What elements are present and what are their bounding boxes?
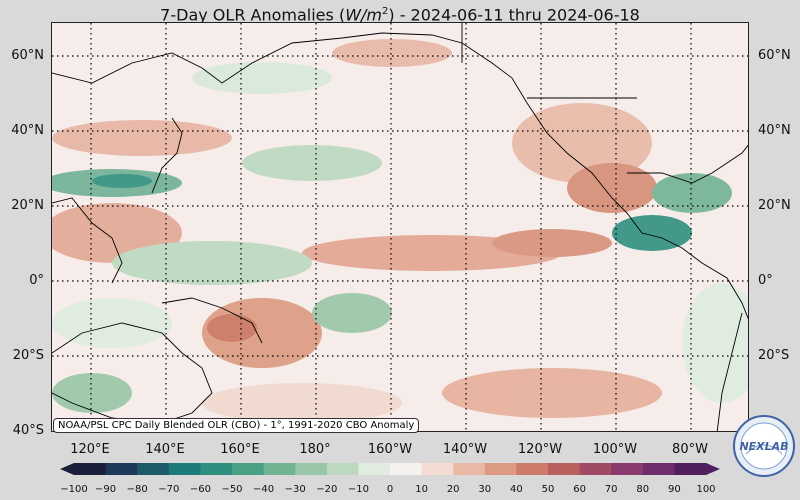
colorbar-segment bbox=[421, 463, 454, 475]
lon-label: 180° bbox=[299, 442, 331, 457]
colorbar-tick-label: −30 bbox=[284, 484, 306, 495]
lon-label: 140°E bbox=[145, 442, 185, 457]
colorbar-segment bbox=[516, 463, 549, 475]
colorbar-segment bbox=[263, 463, 296, 475]
lat-label-left: 40°S bbox=[12, 423, 44, 438]
colorbar-segment bbox=[484, 463, 517, 475]
colorbar-segment bbox=[137, 463, 170, 475]
title-variable: W/m bbox=[345, 5, 382, 25]
nexlab-logo: NEXLAB bbox=[733, 415, 795, 477]
colorbar-tick-label: 20 bbox=[446, 484, 460, 495]
title-suffix: ) - 2024-06-11 thru 2024-06-18 bbox=[388, 5, 640, 25]
coastlines bbox=[52, 23, 748, 431]
lon-label: 140°W bbox=[442, 442, 488, 457]
logo-text: NEXLAB bbox=[739, 440, 788, 453]
colorbar-tick-label: −80 bbox=[126, 484, 148, 495]
colorbar-segment bbox=[232, 463, 265, 475]
data-source-credit: NOAA/PSL CPC Daily Blended OLR (CBO) - 1… bbox=[53, 418, 420, 433]
colorbar-segment bbox=[390, 463, 423, 475]
colorbar-tick-label: 50 bbox=[541, 484, 555, 495]
colorbar-segment bbox=[74, 463, 107, 475]
lat-label-right: 20°S bbox=[758, 348, 790, 363]
colorbar-segment bbox=[168, 463, 201, 475]
colorbar-tick-label: 30 bbox=[478, 484, 492, 495]
lat-label-right: 40°N bbox=[758, 123, 791, 138]
colorbar-segment bbox=[611, 463, 644, 475]
colorbar-tick-label: −10 bbox=[347, 484, 369, 495]
lat-label-left: 20°S bbox=[12, 348, 44, 363]
lat-label-left: 20°N bbox=[11, 198, 44, 213]
lon-label: 160°E bbox=[220, 442, 260, 457]
colorbar bbox=[60, 463, 720, 475]
colorbar-tick-label: 0 bbox=[386, 484, 394, 495]
anomaly-field bbox=[52, 39, 748, 423]
colorbar-tick-label: −90 bbox=[95, 484, 117, 495]
colorbar-tick-label: 60 bbox=[573, 484, 586, 495]
anomaly-map bbox=[52, 23, 748, 431]
lat-label-right: 0° bbox=[758, 273, 773, 288]
map-panel bbox=[51, 22, 749, 432]
colorbar-tick-label: −70 bbox=[158, 484, 180, 495]
colorbar-segment bbox=[295, 463, 328, 475]
colorbar-tick-label: 10 bbox=[415, 484, 428, 495]
colorbar-tick-label: 80 bbox=[636, 484, 650, 495]
chart-title: 7-Day OLR Anomalies (W/m2) - 2024-06-11 … bbox=[0, 0, 800, 24]
lon-label: 160°W bbox=[367, 442, 413, 457]
colorbar-segment bbox=[642, 463, 675, 475]
colorbar-segment bbox=[548, 463, 581, 475]
colorbar-segment bbox=[674, 463, 707, 475]
colorbar-tick-label: −40 bbox=[253, 484, 275, 495]
colorbar-segments bbox=[60, 463, 720, 475]
colorbar-segment bbox=[579, 463, 612, 475]
colorbar-tick-label: −50 bbox=[221, 484, 243, 495]
lon-label: 120°W bbox=[517, 442, 563, 457]
colorbar-tick-label: 40 bbox=[510, 484, 523, 495]
lon-label: 100°W bbox=[592, 442, 638, 457]
title-superscript: 2 bbox=[381, 6, 389, 17]
colorbar-segment bbox=[453, 463, 486, 475]
lat-label-right: 60°N bbox=[758, 48, 791, 63]
colorbar-segment bbox=[105, 463, 138, 475]
colorbar-segment bbox=[326, 463, 359, 475]
colorbar-extend-low bbox=[60, 463, 74, 475]
colorbar-tick-label: 70 bbox=[604, 484, 618, 495]
colorbar-tick-label: 90 bbox=[668, 484, 681, 495]
colorbar-tick-label: −100 bbox=[60, 484, 88, 495]
title-prefix: 7-Day OLR Anomalies ( bbox=[160, 5, 346, 25]
colorbar-tick-label: 100 bbox=[696, 484, 716, 495]
colorbar-tick-label: −60 bbox=[189, 484, 211, 495]
colorbar-segment bbox=[200, 463, 233, 475]
colorbar-extend-high bbox=[706, 463, 720, 475]
colorbar-segment bbox=[358, 463, 391, 475]
lat-label-left: 40°N bbox=[11, 123, 44, 138]
colorbar-tick-label: −20 bbox=[316, 484, 338, 495]
lat-label-right: 20°N bbox=[758, 198, 791, 213]
lat-label-left: 0° bbox=[29, 273, 44, 288]
lat-label-left: 60°N bbox=[11, 48, 44, 63]
lon-label: 80°W bbox=[672, 442, 708, 457]
graticule bbox=[52, 23, 748, 431]
lon-label: 120°E bbox=[70, 442, 110, 457]
